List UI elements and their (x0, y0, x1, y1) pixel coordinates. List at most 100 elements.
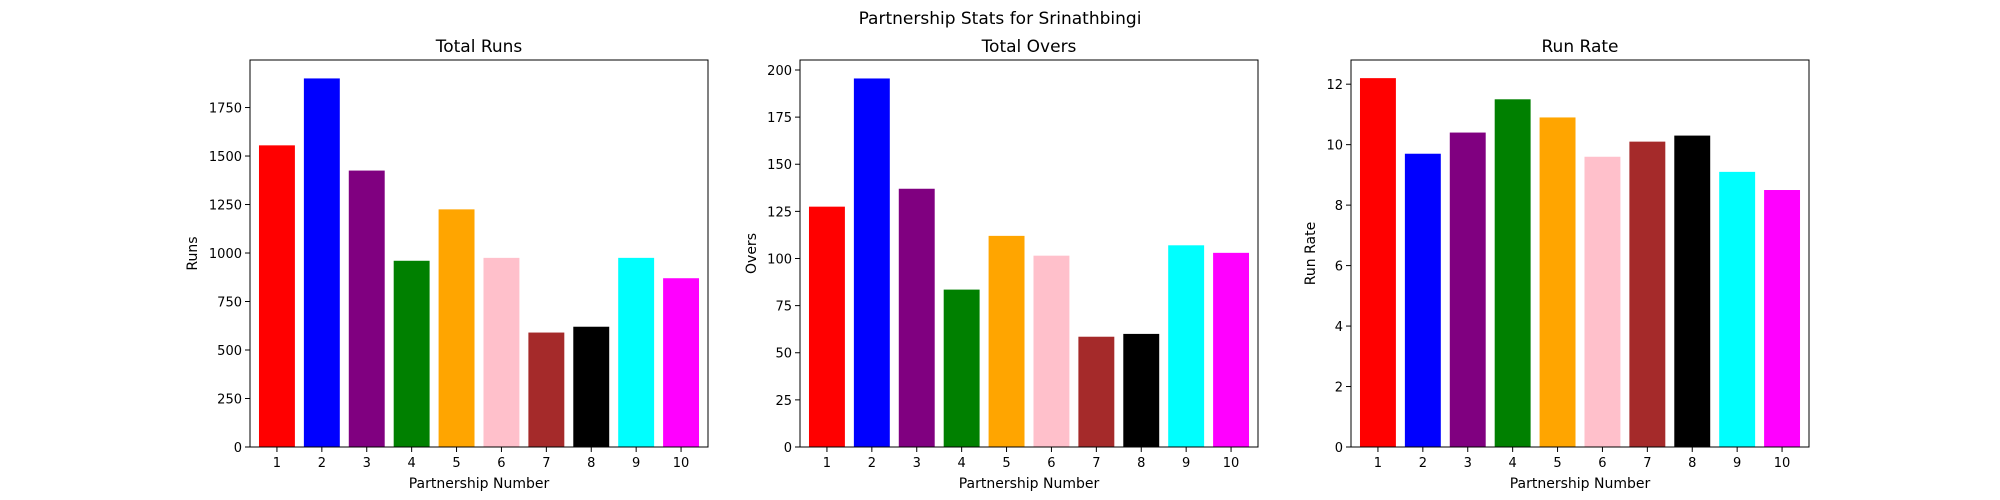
x-tick-label: 7 (542, 456, 550, 471)
bar-7 (1078, 336, 1115, 447)
x-tick-label: 7 (1092, 456, 1100, 471)
x-tick-label: 2 (1419, 456, 1427, 471)
y-axis-label: Runs (185, 236, 201, 270)
bar-3 (898, 188, 935, 447)
y-tick-label: 500 (217, 344, 242, 359)
x-tick-label: 1 (823, 456, 831, 471)
x-tick-label: 3 (913, 456, 921, 471)
bar-1 (1359, 78, 1396, 447)
bar-2 (1404, 153, 1441, 448)
bar-4 (1494, 99, 1531, 448)
bar-7 (1629, 141, 1666, 447)
x-tick-label: 10 (673, 456, 690, 471)
y-axis-label: Run Rate (1303, 222, 1319, 285)
y-tick-label: 25 (775, 394, 792, 409)
bar-6 (1584, 156, 1621, 447)
x-tick-label: 6 (1598, 456, 1606, 471)
bar-1 (258, 145, 295, 447)
x-tick-label: 9 (1733, 456, 1741, 471)
y-tick-label: 0 (234, 441, 242, 456)
x-tick-label: 8 (1137, 456, 1145, 471)
x-tick-label: 1 (1374, 456, 1382, 471)
y-tick-label: 12 (1326, 78, 1343, 93)
y-tick-label: 125 (767, 205, 792, 220)
bar-10 (663, 278, 700, 447)
y-tick-label: 175 (767, 111, 792, 126)
bar-8 (573, 326, 610, 447)
bar-9 (618, 257, 655, 447)
y-tick-label: 750 (217, 296, 242, 311)
y-tick-label: 250 (217, 393, 242, 408)
bar-8 (1674, 135, 1711, 447)
x-tick-label: 8 (587, 456, 595, 471)
x-tick-label: 9 (1182, 456, 1190, 471)
y-tick-label: 100 (767, 252, 792, 267)
y-tick-label: 6 (1335, 260, 1343, 275)
y-tick-label: 50 (775, 347, 792, 362)
x-axis-label: Partnership Number (409, 476, 550, 492)
subplot-1: 1 2 3 4 5 6 7 8 9 10 0 250 500 750 1000 1250 1500 1750 Tot… (185, 37, 709, 492)
y-tick-label: 1250 (209, 199, 242, 214)
bar-8 (1123, 333, 1160, 447)
bar-10 (1213, 252, 1250, 447)
x-tick-label: 6 (1047, 456, 1055, 471)
x-tick-label: 3 (1464, 456, 1472, 471)
bar-1 (808, 206, 845, 447)
x-tick-label: 1 (273, 456, 281, 471)
x-tick-label: 10 (1774, 456, 1791, 471)
bar-9 (1168, 245, 1205, 447)
y-tick-label: 8 (1335, 199, 1343, 214)
bar-2 (303, 78, 340, 448)
bar-5 (438, 209, 475, 447)
x-tick-label: 7 (1643, 456, 1651, 471)
bar-2 (853, 78, 890, 447)
y-tick-label: 75 (775, 300, 792, 315)
axes-frame (799, 59, 1259, 448)
y-tick-label: 0 (1335, 441, 1343, 456)
x-tick-label: 2 (318, 456, 326, 471)
figure-title: Partnership Stats for Srinathbingi (859, 9, 1142, 29)
bar-5 (1539, 117, 1576, 447)
x-tick-label: 4 (1509, 456, 1517, 471)
chart-title: Total Runs (435, 37, 523, 57)
x-tick-label: 5 (1002, 456, 1010, 471)
y-tick-label: 10 (1326, 139, 1343, 154)
x-tick-label: 6 (497, 456, 505, 471)
bar-5 (988, 235, 1025, 447)
x-tick-label: 10 (1223, 456, 1240, 471)
x-tick-label: 4 (408, 456, 416, 471)
bar-3 (1449, 132, 1486, 447)
subplot-panels: 1 2 3 4 5 6 7 8 9 1002505007501000125015001750Tot… (185, 37, 1810, 492)
x-tick-label: 3 (363, 456, 371, 471)
x-axis-label: Partnership Number (959, 476, 1100, 492)
x-tick-label: 9 (632, 456, 640, 471)
y-tick-label: 4 (1335, 320, 1343, 335)
x-tick-label: 2 (868, 456, 876, 471)
x-axis-label: Partnership Number (1510, 476, 1651, 492)
x-tick-label: 4 (958, 456, 966, 471)
axes-frame (1350, 59, 1810, 448)
y-tick-label: 1000 (209, 247, 242, 262)
x-tick-label: 5 (452, 456, 460, 471)
chart-title: Total Overs (981, 37, 1077, 57)
y-tick-label: 0 (784, 441, 792, 456)
y-tick-label: 1750 (209, 102, 242, 117)
y-tick-label: 2 (1335, 381, 1343, 396)
x-tick-label: 5 (1553, 456, 1561, 471)
y-tick-label: 150 (767, 158, 792, 173)
bar-4 (393, 260, 430, 447)
bar-7 (528, 332, 565, 447)
chart-title: Run Rate (1542, 37, 1619, 57)
bar-10 (1764, 190, 1801, 447)
bar-6 (1033, 255, 1070, 447)
bar-9 (1719, 171, 1756, 447)
x-tick-label: 8 (1688, 456, 1696, 471)
bar-6 (483, 257, 520, 447)
y-tick-label: 200 (767, 64, 792, 79)
axes-frame (249, 59, 709, 448)
bar-4 (943, 289, 980, 447)
y-tick-label: 1500 (209, 150, 242, 165)
